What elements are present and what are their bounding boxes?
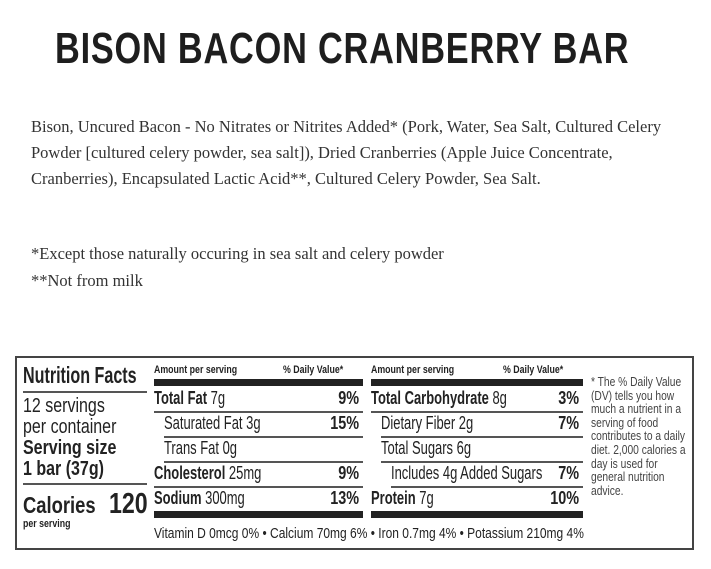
daily-value-header: % Daily Value* — [503, 364, 564, 376]
nutrient-name: Trans Fat — [164, 438, 219, 458]
nutrient-dv: 9% — [338, 388, 359, 408]
per-container: per container — [23, 416, 117, 438]
nutrient-amount: 25mg — [228, 463, 262, 483]
nutrient-amount: 8g — [492, 388, 507, 408]
calories-label: Calories — [23, 492, 96, 518]
nutrient-dv: 13% — [330, 488, 359, 508]
daily-value-footnote: * The % Daily Value (DV) tells you how m… — [591, 375, 686, 498]
ingredients-text: Bison, Uncured Bacon - No Nitrates or Ni… — [31, 117, 662, 188]
footnotes: *Except those naturally occuring in sea … — [31, 240, 444, 294]
per-serving: per serving — [23, 518, 71, 530]
nutrition-facts-panel: Nutrition Facts 12 servings per containe… — [15, 356, 694, 550]
serving-size-label: Serving size — [23, 437, 117, 459]
note-nitrates: *Except those naturally occuring in sea … — [31, 244, 444, 263]
nutrient-amount: 6g — [456, 438, 472, 458]
nutrient-name: Dietary Fiber — [381, 413, 456, 433]
servings: 12 servings — [23, 395, 105, 417]
nutrient-name: Protein — [371, 488, 416, 508]
product-title: BISON BACON CRANBERRY BAR — [55, 24, 630, 73]
nutrient-dv: 10% — [550, 488, 579, 508]
serving-size: 1 bar (37g) — [23, 458, 104, 480]
nutrient-amount: 0g — [222, 438, 238, 458]
nutrient-dv: 15% — [330, 413, 359, 433]
nutrient-amount: 3g — [246, 413, 261, 433]
nutrient-dv: 7% — [558, 463, 579, 483]
nutrient-dv: 9% — [338, 463, 359, 483]
nutrition-heading: Nutrition Facts — [23, 362, 137, 388]
amount-per-serving-header: Amount per serving — [154, 364, 238, 376]
calories-value: 120 — [109, 488, 148, 520]
vitamins-minerals: Vitamin D 0mcg 0% • Calcium 70mg 6% • Ir… — [154, 525, 584, 542]
nutrient-dv: 7% — [558, 413, 579, 433]
nutrient-dv: 3% — [558, 388, 579, 408]
nutrient-amount: 2g — [458, 413, 474, 433]
nutrient-amount: 7g — [419, 488, 434, 508]
nutrient-name: Total Fat — [154, 388, 208, 408]
nutrient-name: Sodium — [154, 488, 202, 508]
nutrient-name: Saturated Fat — [164, 413, 243, 433]
daily-value-header: % Daily Value* — [283, 364, 344, 376]
nutrient-name: Cholesterol — [154, 463, 226, 483]
note-milk: **Not from milk — [31, 271, 143, 290]
nutrient-amount: 300mg — [205, 488, 245, 508]
nutrient-name: Total Sugars — [381, 438, 454, 458]
nutrient-amount: 7g — [210, 388, 226, 408]
nutrient-name: Total Carbohydrate — [371, 388, 489, 408]
nutrient-name: Includes 4g Added Sugars — [391, 463, 543, 483]
amount-per-serving-header: Amount per serving — [371, 364, 455, 376]
